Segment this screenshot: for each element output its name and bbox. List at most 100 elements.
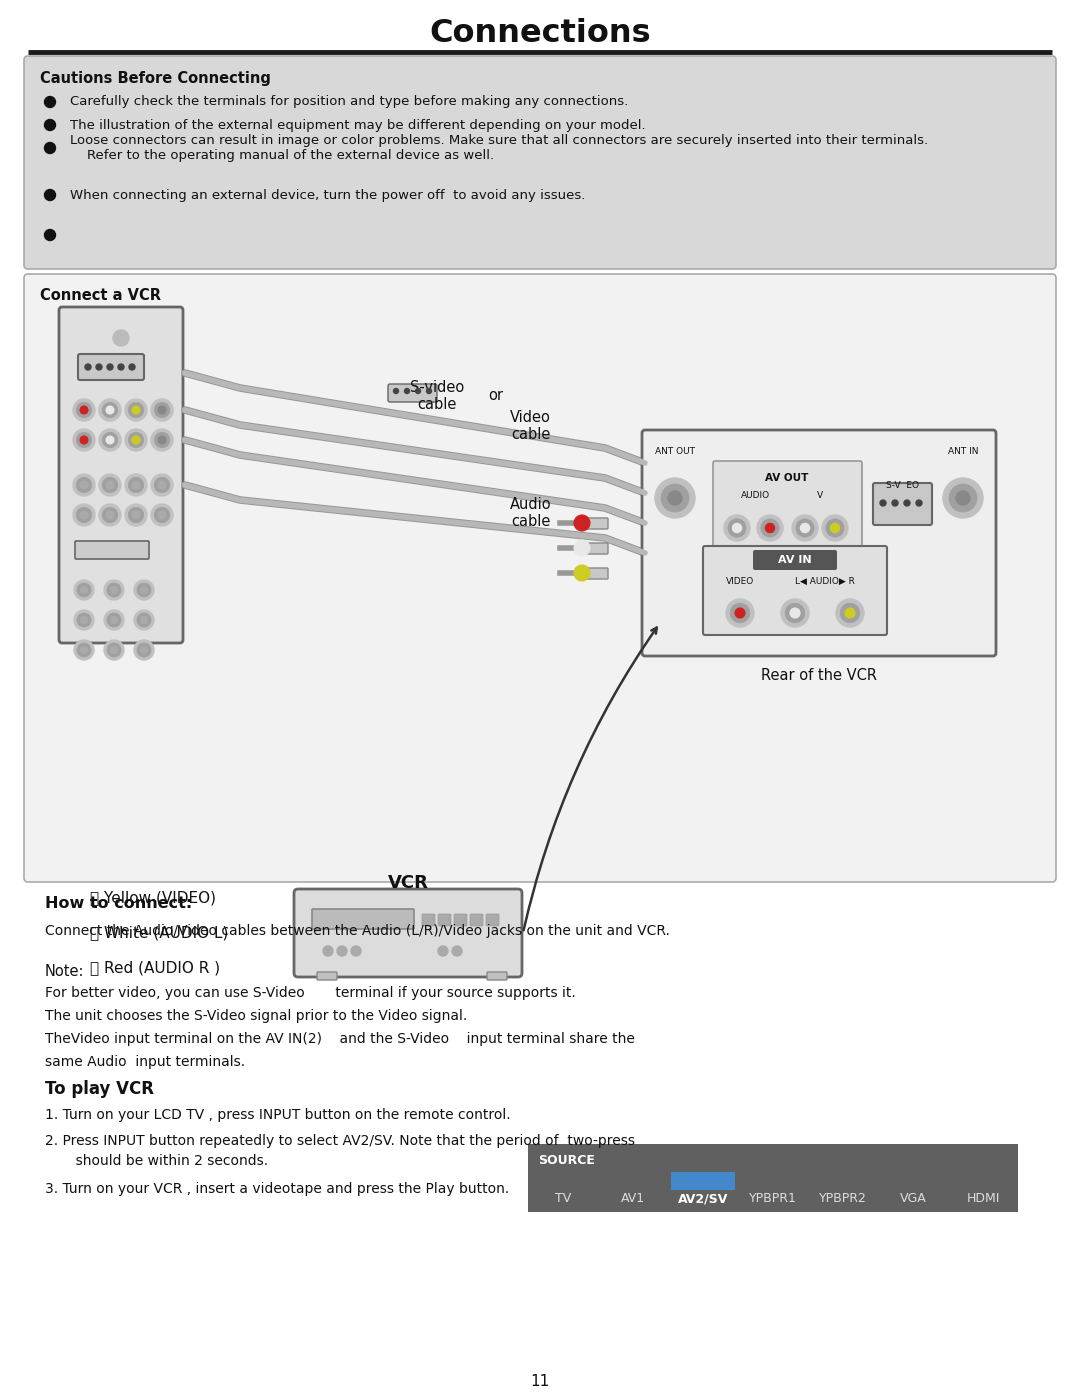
Circle shape: [44, 142, 55, 154]
Text: 1. Turn on your LCD TV , press INPUT button on the remote control.: 1. Turn on your LCD TV , press INPUT but…: [45, 1108, 511, 1122]
Circle shape: [453, 946, 462, 956]
Text: Connect a VCR: Connect a VCR: [40, 289, 161, 303]
FancyBboxPatch shape: [713, 461, 862, 555]
Text: AV IN: AV IN: [779, 555, 812, 564]
Circle shape: [757, 515, 783, 541]
Circle shape: [110, 616, 118, 623]
Circle shape: [766, 524, 774, 532]
Text: AV1: AV1: [621, 1193, 645, 1206]
Circle shape: [132, 511, 139, 518]
Circle shape: [337, 946, 347, 956]
Circle shape: [44, 190, 55, 201]
Text: Rear of the VCR: Rear of the VCR: [761, 668, 877, 683]
Circle shape: [132, 407, 139, 414]
Circle shape: [831, 524, 839, 532]
Circle shape: [880, 500, 886, 506]
FancyBboxPatch shape: [294, 888, 522, 977]
Circle shape: [154, 478, 170, 493]
Circle shape: [75, 580, 94, 599]
Text: ⓨ Yellow (VIDEO): ⓨ Yellow (VIDEO): [90, 890, 216, 905]
Circle shape: [44, 96, 55, 108]
Circle shape: [107, 613, 121, 627]
FancyBboxPatch shape: [486, 914, 499, 926]
Circle shape: [822, 515, 848, 541]
FancyBboxPatch shape: [24, 56, 1056, 270]
Circle shape: [826, 518, 845, 536]
FancyBboxPatch shape: [487, 972, 507, 981]
Circle shape: [80, 511, 87, 518]
Text: Connect the Audio/Video cables between the Audio (L/R)/Video jacks on the unit a: Connect the Audio/Video cables between t…: [45, 923, 670, 937]
Text: For better video, you can use S-Video       terminal if your source supports it.: For better video, you can use S-Video te…: [45, 986, 576, 1000]
Circle shape: [573, 515, 590, 531]
Text: same Audio  input terminals.: same Audio input terminals.: [45, 1055, 245, 1069]
Text: S-video
cable: S-video cable: [410, 380, 464, 412]
Circle shape: [323, 946, 333, 956]
Circle shape: [113, 330, 129, 346]
Circle shape: [949, 483, 977, 511]
Circle shape: [73, 400, 95, 420]
FancyBboxPatch shape: [753, 550, 837, 570]
Circle shape: [77, 478, 92, 493]
Circle shape: [104, 640, 124, 659]
Text: 11: 11: [530, 1375, 550, 1390]
Text: VIDEO: VIDEO: [726, 577, 754, 585]
Circle shape: [129, 507, 144, 522]
Circle shape: [85, 365, 91, 370]
Circle shape: [107, 643, 121, 657]
Circle shape: [99, 400, 121, 420]
Circle shape: [99, 429, 121, 451]
Text: 3. Turn on your VCR , insert a videotape and press the Play button.: 3. Turn on your VCR , insert a videotape…: [45, 1182, 510, 1196]
Circle shape: [134, 640, 154, 659]
Text: When connecting an external device, turn the power off  to avoid any issues.: When connecting an external device, turn…: [70, 189, 585, 201]
FancyBboxPatch shape: [78, 353, 144, 380]
Text: The illustration of the external equipment may be different depending on your mo: The illustration of the external equipme…: [70, 119, 646, 131]
FancyBboxPatch shape: [388, 384, 437, 402]
Circle shape: [77, 583, 91, 597]
Circle shape: [154, 507, 170, 522]
Text: Note:: Note:: [45, 964, 84, 978]
Circle shape: [573, 564, 590, 581]
Circle shape: [151, 504, 173, 527]
Circle shape: [129, 432, 144, 447]
FancyBboxPatch shape: [584, 543, 608, 555]
Circle shape: [106, 407, 113, 414]
Text: ⓩ White (AUDIO L): ⓩ White (AUDIO L): [90, 925, 228, 940]
Circle shape: [77, 613, 91, 627]
Text: should be within 2 seconds.: should be within 2 seconds.: [45, 1154, 268, 1168]
Circle shape: [785, 604, 805, 623]
Circle shape: [732, 524, 742, 532]
FancyBboxPatch shape: [59, 307, 183, 643]
Circle shape: [669, 490, 681, 504]
Circle shape: [104, 580, 124, 599]
Circle shape: [81, 616, 87, 623]
Bar: [528, 1144, 1018, 1213]
Circle shape: [125, 474, 147, 496]
Circle shape: [129, 402, 144, 418]
Circle shape: [735, 608, 745, 617]
Text: or: or: [488, 388, 503, 404]
Circle shape: [103, 478, 118, 493]
Circle shape: [137, 583, 151, 597]
Circle shape: [129, 478, 144, 493]
Circle shape: [158, 481, 166, 489]
Circle shape: [892, 500, 897, 506]
Circle shape: [125, 400, 147, 420]
Text: TheVideo input terminal on the AV IN(2)    and the S-Video    input terminal sha: TheVideo input terminal on the AV IN(2) …: [45, 1032, 635, 1046]
Circle shape: [836, 599, 864, 627]
Circle shape: [75, 610, 94, 630]
Circle shape: [845, 608, 855, 617]
Text: AV2/SV: AV2/SV: [678, 1193, 728, 1206]
Circle shape: [106, 436, 113, 444]
Circle shape: [125, 504, 147, 527]
Circle shape: [791, 608, 800, 617]
Circle shape: [118, 365, 124, 370]
Circle shape: [134, 610, 154, 630]
FancyBboxPatch shape: [24, 274, 1056, 882]
Circle shape: [107, 583, 121, 597]
Circle shape: [44, 120, 55, 130]
Circle shape: [80, 436, 87, 444]
Text: The unit chooses the S-Video signal prior to the Video signal.: The unit chooses the S-Video signal prio…: [45, 1009, 468, 1023]
FancyBboxPatch shape: [584, 569, 608, 578]
Circle shape: [77, 402, 92, 418]
Circle shape: [125, 429, 147, 451]
